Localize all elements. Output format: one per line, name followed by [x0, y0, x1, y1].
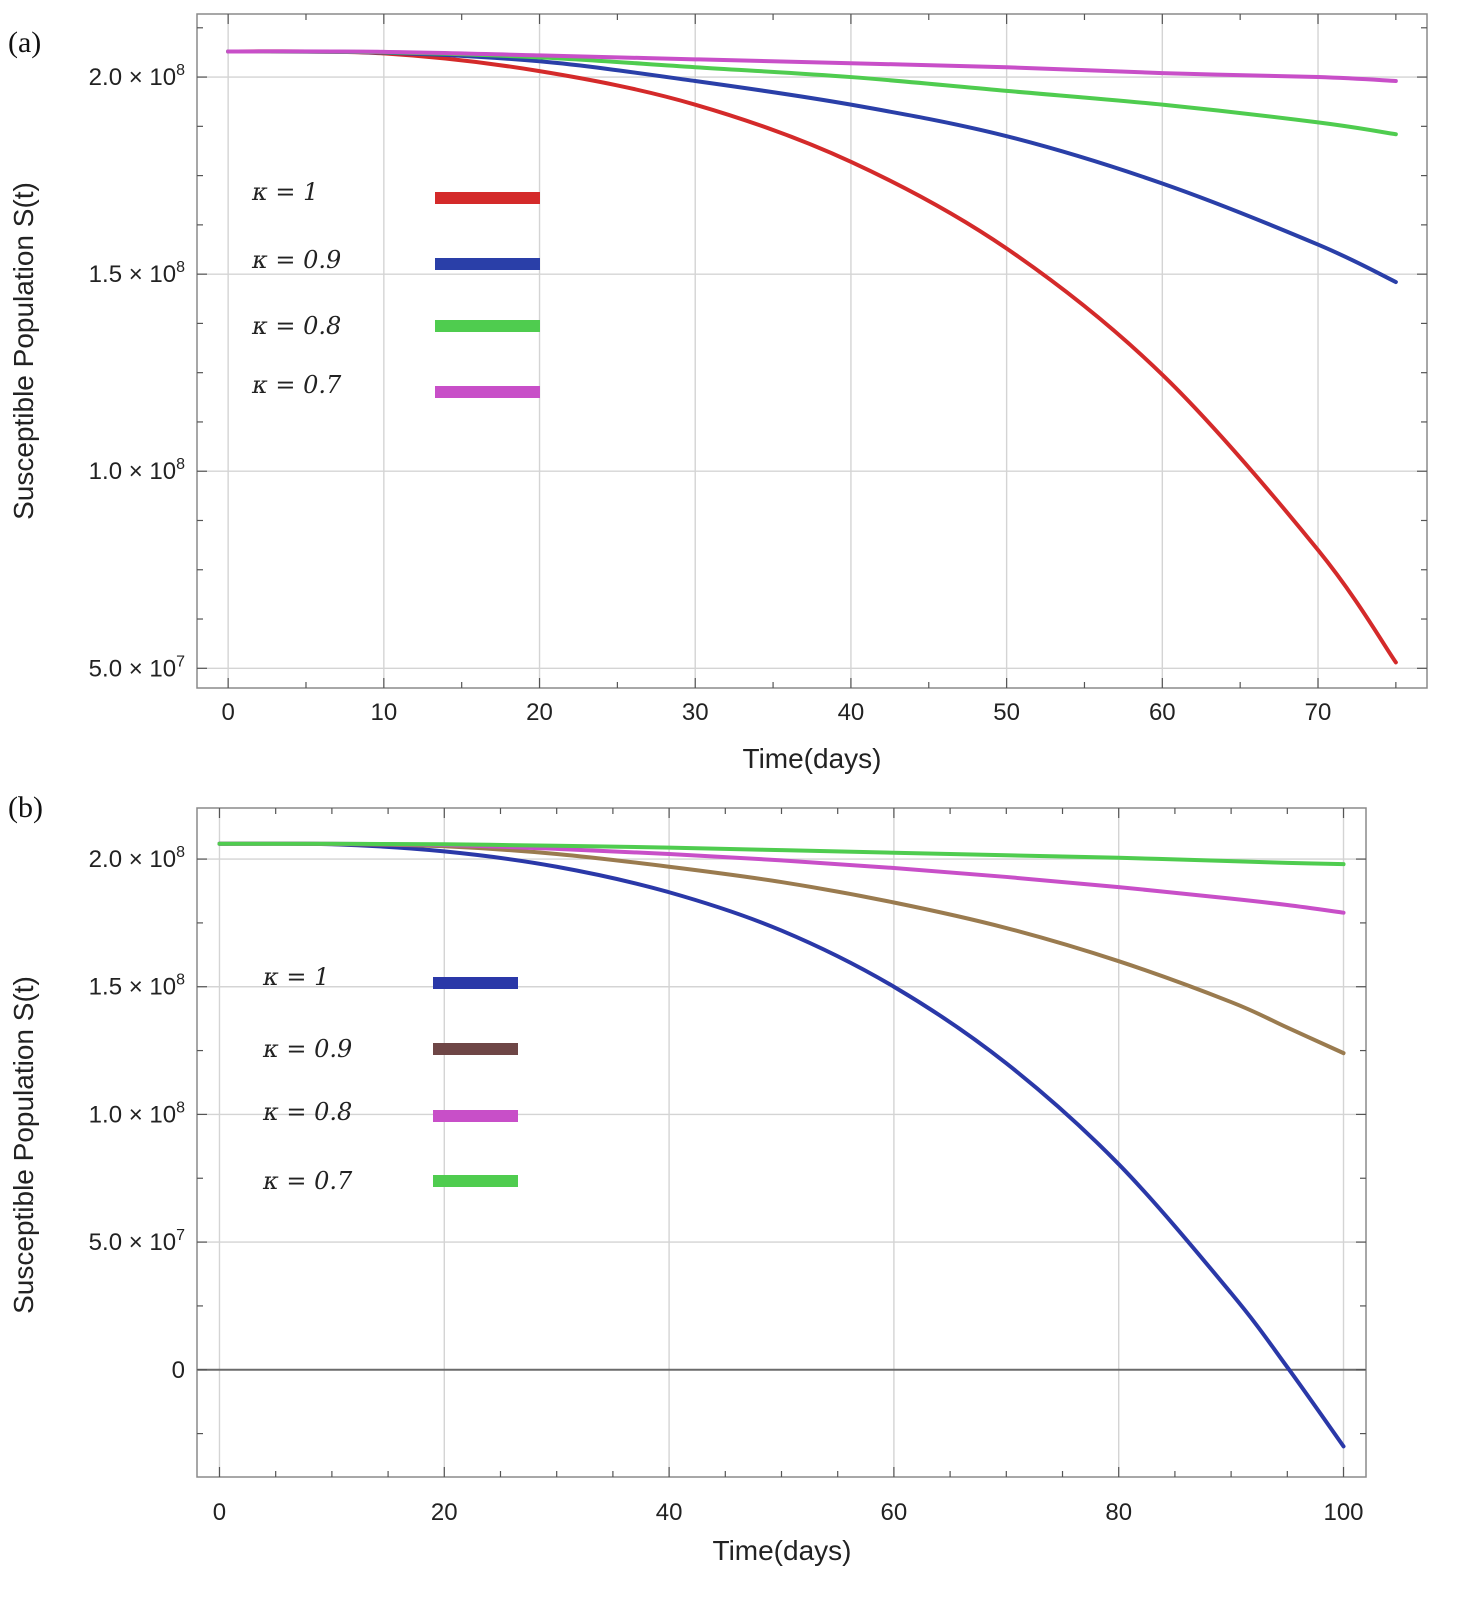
y-tick-exponent: 8: [176, 259, 185, 276]
y-tick-label: 1.0 × 108: [89, 456, 185, 485]
y-tick-label: 5.0 × 107: [89, 1227, 185, 1256]
y-tick-label: 1.5 × 108: [89, 259, 185, 288]
legend-label: κ = 1: [262, 963, 329, 991]
y-tick-exponent: 8: [176, 972, 185, 989]
x-axis-title: Time(days): [743, 743, 882, 774]
x-tick-label: 40: [838, 699, 865, 726]
y-tick-exponent: 8: [176, 456, 185, 473]
y-tick-times: × 10: [122, 974, 176, 1001]
x-tick-label: 60: [881, 1499, 908, 1526]
x-tick-label: 10: [370, 699, 397, 726]
y-tick-mantissa: 2.0: [89, 64, 122, 91]
legend: κ = 1 κ = 0.9 κ = 0.8 κ = 0.7: [251, 178, 540, 399]
x-tick-label: 40: [656, 1499, 683, 1526]
series-line-2: [217, 841, 1346, 1056]
y-tick-times: × 10: [122, 261, 176, 288]
x-axis-title: Time(days): [713, 1535, 852, 1566]
legend-label: κ = 1: [251, 178, 318, 206]
y-tick-mantissa: 5.0: [89, 655, 122, 682]
legend-label: κ = 0.9: [251, 246, 341, 274]
y-tick-label: 2.0 × 108: [89, 844, 185, 873]
y-tick-label: 0: [172, 1357, 185, 1384]
x-tick-label: 100: [1323, 1499, 1363, 1526]
y-tick-mantissa: 5.0: [89, 1229, 122, 1256]
y-tick-mantissa: 1.5: [89, 974, 122, 1001]
x-tick-label: 20: [526, 699, 553, 726]
y-tick-mantissa: 1.5: [89, 261, 122, 288]
x-tick-label: 0: [221, 699, 234, 726]
y-tick-exponent: 7: [176, 653, 185, 670]
series-line-4: [217, 841, 1346, 867]
legend-label: κ = 0.9: [262, 1035, 352, 1063]
y-tick-times: × 10: [122, 458, 176, 485]
series-line-3: [217, 841, 1346, 915]
y-tick-mantissa: 1.0: [89, 1101, 122, 1128]
y-tick-times: × 10: [122, 846, 176, 873]
y-tick-times: × 10: [122, 1229, 176, 1256]
y-tick-exponent: 7: [176, 1227, 185, 1244]
y-tick-label: 1.0 × 108: [89, 1099, 185, 1128]
series-line-2: [226, 49, 1398, 285]
x-tick-label: 80: [1105, 1499, 1132, 1526]
x-tick-label: 30: [682, 699, 709, 726]
legend-label: κ = 0.8: [251, 312, 341, 340]
y-tick-exponent: 8: [176, 844, 185, 861]
panel-label: (b): [8, 791, 43, 824]
x-tick-label: 0: [213, 1499, 226, 1526]
series-group: [217, 841, 1346, 1449]
y-tick-times: × 10: [122, 655, 176, 682]
x-tick-label: 70: [1305, 699, 1332, 726]
y-axis-title: Susceptible Population S(t): [8, 976, 39, 1314]
x-tick-label: 50: [993, 699, 1020, 726]
y-axis-title: Susceptible Population S(t): [8, 182, 39, 520]
series-line-4: [226, 49, 1398, 84]
y-tick-label: 1.5 × 108: [89, 972, 185, 1001]
legend-label: κ = 0.8: [262, 1098, 352, 1126]
y-tick-times: × 10: [122, 64, 176, 91]
y-tick-exponent: 8: [176, 62, 185, 79]
y-tick-times: × 10: [122, 1101, 176, 1128]
x-tick-label: 20: [431, 1499, 458, 1526]
y-tick-label: 5.0 × 107: [89, 653, 185, 682]
plot-frame: [196, 807, 1367, 1478]
series-line-1: [217, 841, 1346, 1449]
y-tick-exponent: 8: [176, 1099, 185, 1116]
y-tick-mantissa: 0: [172, 1357, 185, 1384]
legend: κ = 1 κ = 0.9 κ = 0.8 κ = 0.7: [262, 963, 518, 1195]
legend-label: κ = 0.7: [251, 371, 342, 399]
y-tick-mantissa: 1.0: [89, 458, 122, 485]
series-group: [226, 49, 1398, 665]
y-tick-label: 2.0 × 108: [89, 62, 185, 91]
plot-frame: [196, 13, 1428, 689]
legend-label: κ = 0.7: [262, 1167, 353, 1195]
y-tick-mantissa: 2.0: [89, 846, 122, 873]
x-tick-label: 60: [1149, 699, 1176, 726]
panel-label: (a): [8, 26, 41, 59]
series-line-1: [226, 49, 1398, 665]
